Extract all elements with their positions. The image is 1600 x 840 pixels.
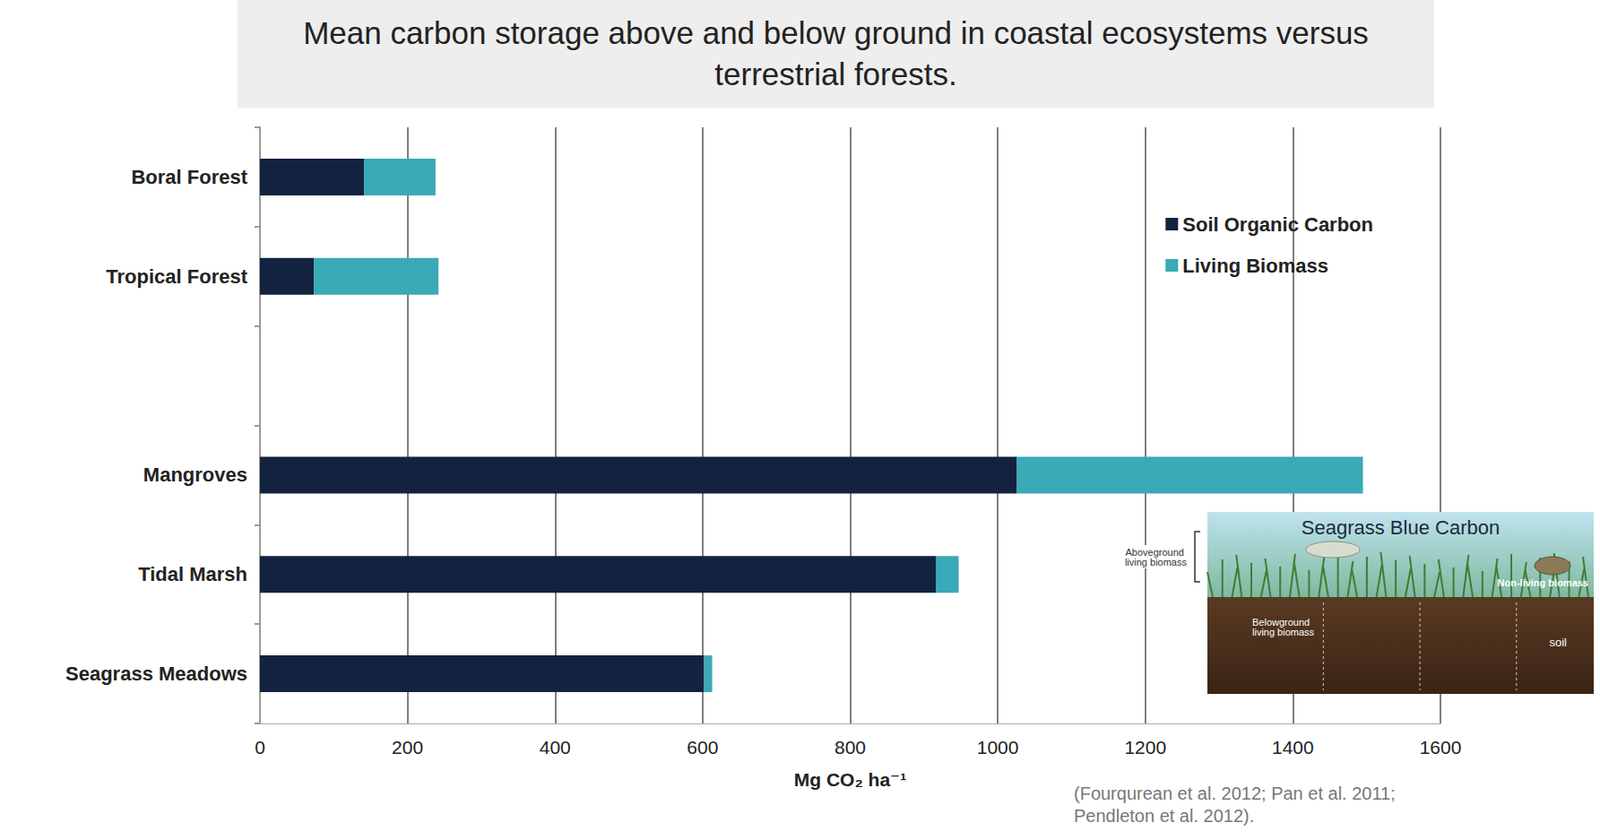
svg-text:Tidal Marsh: Tidal Marsh xyxy=(138,562,248,586)
svg-text:400: 400 xyxy=(539,736,571,758)
svg-text:Mangroves: Mangroves xyxy=(143,463,248,486)
html-text:Mean carbon storage above and: Mean carbon storage above and below grou… xyxy=(303,15,1369,92)
svg-text:1200: 1200 xyxy=(1124,736,1167,758)
svg-text:living biomass: living biomass xyxy=(1124,556,1188,568)
svg-text:600: 600 xyxy=(686,736,718,758)
svg-text:200: 200 xyxy=(391,736,424,758)
svg-text:Living Biomass: Living Biomass xyxy=(1182,254,1329,277)
html-text:(Fourqurean et al. 2012; Pan e: (Fourqurean et al. 2012; Pan et al. 2011… xyxy=(1073,783,1396,826)
svg-text:Tropical Forest: Tropical Forest xyxy=(105,265,248,288)
svg-text:living biomass: living biomass xyxy=(1252,626,1315,638)
svg-text:Non-living biomass: Non-living biomass xyxy=(1497,577,1589,589)
svg-text:Seagrass Blue Carbon: Seagrass Blue Carbon xyxy=(1301,516,1500,539)
svg-text:Seagrass Meadows: Seagrass Meadows xyxy=(65,662,248,685)
svg-text:1000: 1000 xyxy=(977,736,1020,758)
svg-text:Boral Forest: Boral Forest xyxy=(130,165,248,189)
svg-text:Aboveground: Aboveground xyxy=(1125,546,1187,558)
svg-text:Belowground: Belowground xyxy=(1252,616,1313,628)
svg-text:0: 0 xyxy=(254,736,266,758)
svg-text:Mg CO₂ ha⁻¹: Mg CO₂ ha⁻¹ xyxy=(794,769,907,790)
svg-text:1600: 1600 xyxy=(1419,736,1462,758)
svg-text:800: 800 xyxy=(834,736,866,758)
svg-text:1400: 1400 xyxy=(1271,736,1315,758)
svg-text:Soil Organic Carbon: Soil Organic Carbon xyxy=(1182,213,1374,236)
svg-text:soil: soil xyxy=(1548,635,1567,649)
